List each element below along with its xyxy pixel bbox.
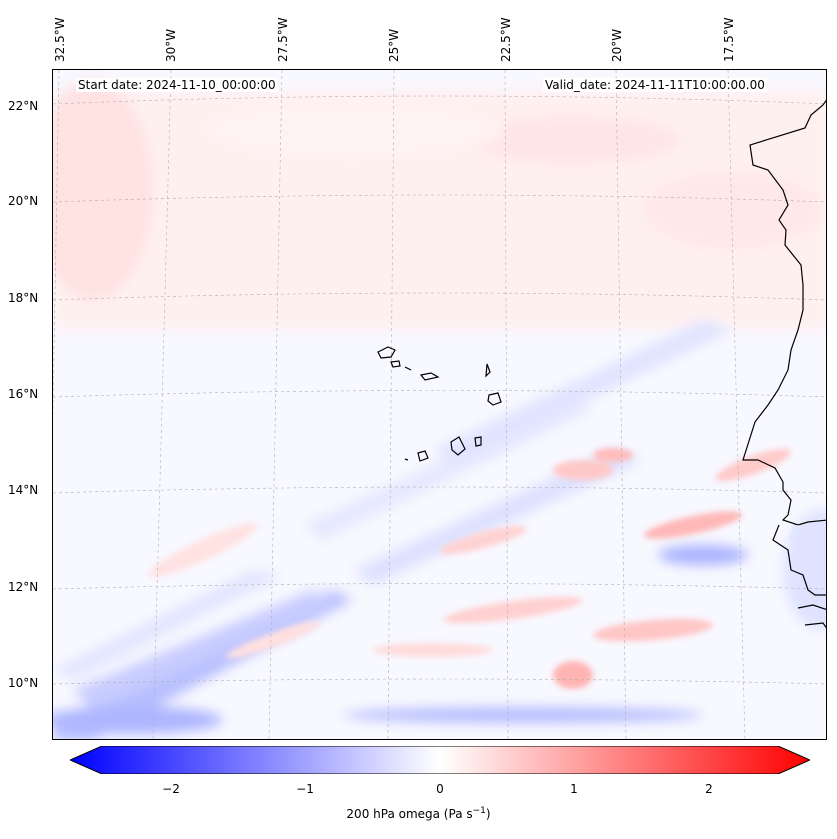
colorbar-label: 200 hPa omega (Pa s−1) <box>346 806 491 821</box>
lon-label-22-5w: 22.5°W <box>499 17 513 62</box>
colorbar-tick-minus2: −2 <box>162 782 180 796</box>
lon-label-32-5w: 32.5°W <box>53 17 67 62</box>
lat-label-12n: 12°N <box>8 580 39 594</box>
colorbar-tick-2: 2 <box>705 782 713 796</box>
colorbar-tick-0: 0 <box>436 782 444 796</box>
lat-label-22n: 22°N <box>8 99 39 113</box>
graticule <box>53 70 826 739</box>
lon-label-25w: 25°W <box>387 28 401 62</box>
lon-label-30w: 30°W <box>164 28 178 62</box>
omega-field <box>53 70 826 739</box>
positive-streaks <box>148 448 791 689</box>
lat-label-14n: 14°N <box>8 483 39 497</box>
lat-label-20n: 20°N <box>8 194 39 208</box>
positive-region-north <box>53 80 826 330</box>
colorbar <box>70 746 810 774</box>
lat-label-16n: 16°N <box>8 387 39 401</box>
lat-label-10n: 10°N <box>8 676 39 690</box>
lon-label-27-5w: 27.5°W <box>276 17 290 62</box>
negative-bands <box>53 320 826 739</box>
coastal-region <box>789 525 826 565</box>
start-date-label: Start date: 2024-11-10_00:00:00 <box>76 78 278 92</box>
colorbar-tick-minus1: −1 <box>296 782 314 796</box>
lon-label-17-5w: 17.5°W <box>722 17 736 62</box>
lon-label-20w: 20°W <box>610 28 624 62</box>
lat-label-18n: 18°N <box>8 291 39 305</box>
african-coastline <box>742 99 826 629</box>
cape-verde-islands <box>377 346 502 462</box>
map-panel[interactable] <box>52 69 827 740</box>
valid-date-label: Valid_date: 2024-11-11T10:00:00.00 <box>543 78 767 92</box>
colorbar-tick-1: 1 <box>570 782 578 796</box>
